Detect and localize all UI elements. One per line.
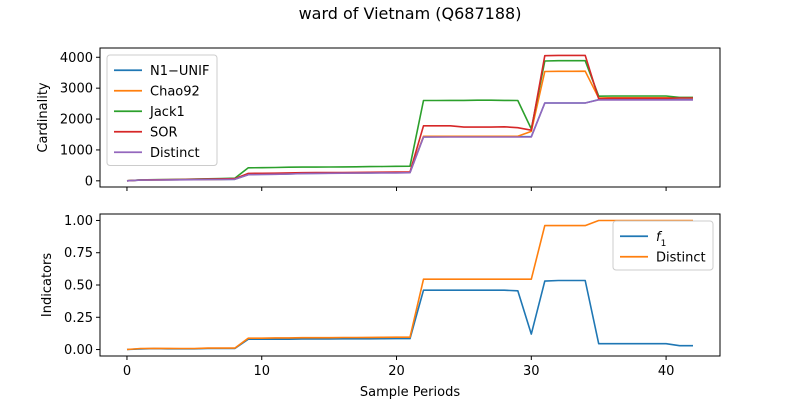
indicators-xtick-label: 40 <box>658 364 675 379</box>
indicators-xtick-label: 10 <box>253 364 270 379</box>
indicators-series-layer <box>126 219 693 351</box>
cardinality-xticks <box>126 187 667 191</box>
indicators-xticks: 0 10 20 30 40 <box>123 356 675 379</box>
indicators-xtick-label: 0 <box>123 364 131 379</box>
indicators-legend-label: Distinct <box>656 250 706 265</box>
cardinality-legend-label: Chao92 <box>150 84 200 99</box>
cardinality-ylabel: Cardinality <box>36 82 51 153</box>
indicators-axes: 0.00 0.25 0.50 0.75 1.00 0 10 20 30 40 Indicator… <box>40 213 721 400</box>
cardinality-legend-label: Jack1 <box>149 105 185 120</box>
cardinality-ytick-label: 2000 <box>60 113 93 128</box>
indicators-yticks: 0.00 0.25 0.50 0.75 1.00 <box>64 214 100 358</box>
indicators-ytick-label: 1.00 <box>64 214 93 229</box>
cardinality-ytick-label: 3000 <box>60 82 93 97</box>
cardinality-ytick-label: 1000 <box>60 143 93 158</box>
indicators-legend-label: f1 <box>656 230 666 249</box>
cardinality-legend-frame <box>106 54 218 166</box>
cardinality-legend-label: N1−UNIF <box>150 64 209 79</box>
indicators-ylabel: Indicators <box>40 253 55 317</box>
indicators-ytick-label: 0.25 <box>64 311 93 326</box>
cardinality-yticks: 0 1000 2000 3000 4000 <box>60 51 100 189</box>
figure-title: ward of Vietnam (Q687188) <box>299 4 522 23</box>
indicators-ytick-label: 0.50 <box>64 279 93 294</box>
cardinality-legend-label: Distinct <box>150 146 200 161</box>
cardinality-legend-label: SOR <box>150 125 178 140</box>
indicators-ytick-label: 0.75 <box>64 246 93 261</box>
indicators-series-f1 <box>126 279 693 351</box>
cardinality-legend: N1−UNIF Chao92 Jack1 SOR Distinct <box>106 54 218 166</box>
indicators-xtick-label: 30 <box>523 364 540 379</box>
cardinality-series-distinct <box>126 99 693 182</box>
cardinality-axes: 0 1000 2000 3000 4000 Cardinality N1−UNIF Cha… <box>36 47 721 191</box>
indicators-ytick-label: 0.00 <box>64 343 93 358</box>
cardinality-ytick-label: 0 <box>85 174 93 189</box>
indicators-series-distinct <box>126 219 693 351</box>
indicators-xtick-label: 20 <box>388 364 405 379</box>
cardinality-ytick-label: 4000 <box>60 51 93 66</box>
cardinality-axes-frame <box>99 47 721 188</box>
cardinality-series-layer <box>126 54 693 182</box>
indicators-legend-frame <box>612 220 714 271</box>
indicators-xlabel: Sample Periods <box>360 385 460 400</box>
